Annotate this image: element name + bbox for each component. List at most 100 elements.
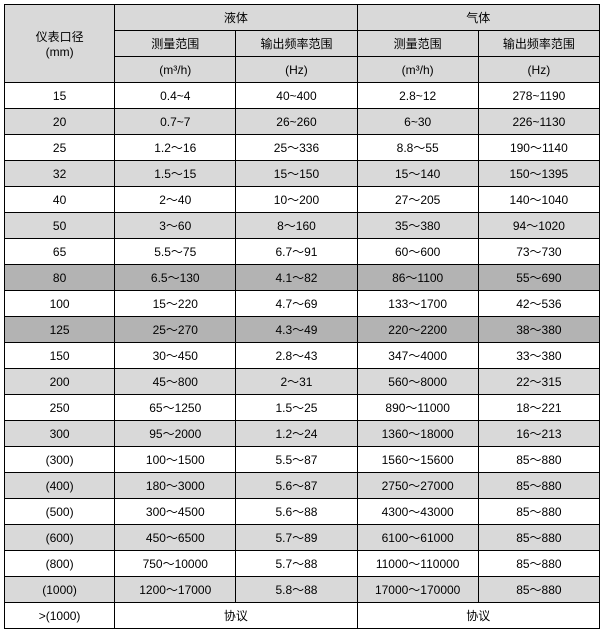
cell-liquid-freq: 4.7～69: [236, 291, 357, 317]
cell-liquid-meas: 1.5～15: [115, 161, 236, 187]
table-row: 20045～8002～31560～800022～315: [5, 369, 600, 395]
cell-dn: (600): [5, 525, 115, 551]
cell-gas-freq: 22～315: [478, 369, 599, 395]
table-row: 402～4010～20027～205140～1040: [5, 187, 600, 213]
header-gas-freq: 输出频率范围: [478, 31, 599, 57]
cell-dn: 65: [5, 239, 115, 265]
cell-liquid-freq: 26~260: [236, 109, 357, 135]
cell-gas-freq: 85～880: [478, 525, 599, 551]
cell-gas-meas: 15～140: [357, 161, 478, 187]
cell-liquid-meas: 100～1500: [115, 447, 236, 473]
cell-liquid-meas: 0.4~4: [115, 83, 236, 109]
cell-dn: 250: [5, 395, 115, 421]
cell-gas-freq: 85～880: [478, 499, 599, 525]
cell-liquid-meas: 5.5～75: [115, 239, 236, 265]
cell-gas-freq: 18～221: [478, 395, 599, 421]
table-row: 200.7~726~2606~30226~1130: [5, 109, 600, 135]
table-row: (500)300～45005.6～884300～4300085～880: [5, 499, 600, 525]
cell-liquid-freq: 5.8～88: [236, 577, 357, 603]
cell-liquid-freq: 1.2～24: [236, 421, 357, 447]
cell-liquid-meas: 45～800: [115, 369, 236, 395]
table-row: 251.2～1625～3368.8～55190～1140: [5, 135, 600, 161]
cell-liquid-meas: 300～4500: [115, 499, 236, 525]
cell-gas-freq: 85～880: [478, 577, 599, 603]
cell-gas-freq: 278~1190: [478, 83, 599, 109]
header-gas-meas-unit: (m³/h): [357, 57, 478, 83]
cell-dn: >(1000): [5, 603, 115, 629]
table-row: 15030～4502.8～43347～400033～380: [5, 343, 600, 369]
cell-liquid-meas: 1200～17000: [115, 577, 236, 603]
cell-liquid-freq: 25～336: [236, 135, 357, 161]
table-row: 12525～2704.3～49220～220038～380: [5, 317, 600, 343]
cell-gas-meas: 1360～18000: [357, 421, 478, 447]
spec-table: 仪表口径 (mm) 液体 气体 测量范围 输出频率范围 测量范围 输出频率范围 …: [4, 4, 600, 629]
header-dn: 仪表口径 (mm): [5, 5, 115, 83]
table-row: 150.4~440~4002.8~12278~1190: [5, 83, 600, 109]
cell-liquid-meas: 25～270: [115, 317, 236, 343]
cell-gas-freq: 150～1395: [478, 161, 599, 187]
cell-liquid-meas: 30～450: [115, 343, 236, 369]
table-header: 仪表口径 (mm) 液体 气体 测量范围 输出频率范围 测量范围 输出频率范围 …: [5, 5, 600, 83]
cell-liquid-meas: 95～2000: [115, 421, 236, 447]
cell-liquid-freq: 5.7～88: [236, 551, 357, 577]
cell-gas-meas: 6~30: [357, 109, 478, 135]
cell-dn: 50: [5, 213, 115, 239]
table-row: (400)180～30005.6～872750～2700085～880: [5, 473, 600, 499]
cell-liquid-freq: 5.6～88: [236, 499, 357, 525]
cell-gas-meas: 133～1700: [357, 291, 478, 317]
cell-dn: (500): [5, 499, 115, 525]
cell-liquid-freq: 6.7～91: [236, 239, 357, 265]
table-row: (800)750～100005.7～8811000～11000085～880: [5, 551, 600, 577]
table-row: (600)450～65005.7～896100～6100085～880: [5, 525, 600, 551]
cell-dn: (800): [5, 551, 115, 577]
table-row: 25065～12501.5～25890～1100018～221: [5, 395, 600, 421]
cell-dn: 20: [5, 109, 115, 135]
cell-liquid-freq: 15～150: [236, 161, 357, 187]
cell-gas-freq: 42～536: [478, 291, 599, 317]
table-row: >(1000)协议协议: [5, 603, 600, 629]
header-liquid-freq: 输出频率范围: [236, 31, 357, 57]
cell-gas-meas: 8.8～55: [357, 135, 478, 161]
header-dn-line2: (mm): [5, 45, 114, 59]
cell-gas-meas: 220～2200: [357, 317, 478, 343]
cell-dn: 25: [5, 135, 115, 161]
cell-liquid-freq: 5.7～89: [236, 525, 357, 551]
table-row: 503～608～16035～38094～1020: [5, 213, 600, 239]
cell-gas-meas: 2750～27000: [357, 473, 478, 499]
cell-liquid-freq: 5.5～87: [236, 447, 357, 473]
cell-gas-meas: 60～600: [357, 239, 478, 265]
cell-gas-meas: 35～380: [357, 213, 478, 239]
cell-gas-freq: 85～880: [478, 447, 599, 473]
cell-dn: 300: [5, 421, 115, 447]
header-liquid-meas: 测量范围: [115, 31, 236, 57]
header-gas-freq-unit: (Hz): [478, 57, 599, 83]
cell-gas-freq: 33～380: [478, 343, 599, 369]
cell-gas-meas: 6100～61000: [357, 525, 478, 551]
cell-liquid-meas: 15～220: [115, 291, 236, 317]
cell-gas-freq: 140～1040: [478, 187, 599, 213]
cell-gas-meas: 560～8000: [357, 369, 478, 395]
cell-liquid-meas: 6.5～130: [115, 265, 236, 291]
cell-gas-freq: 16～213: [478, 421, 599, 447]
cell-gas-freq: 226~1130: [478, 109, 599, 135]
table-row: 321.5～1515～15015～140150～1395: [5, 161, 600, 187]
cell-gas-meas: 2.8~12: [357, 83, 478, 109]
table-row: (300)100～15005.5～871560～1560085～880: [5, 447, 600, 473]
cell-liquid-meas: 0.7~7: [115, 109, 236, 135]
cell-gas-meas: 1560～15600: [357, 447, 478, 473]
cell-dn: 15: [5, 83, 115, 109]
header-gas: 气体: [357, 5, 599, 31]
cell-gas-freq: 85～880: [478, 551, 599, 577]
cell-liquid-freq: 4.3～49: [236, 317, 357, 343]
cell-liquid-meas: 450～6500: [115, 525, 236, 551]
cell-gas-freq: 190～1140: [478, 135, 599, 161]
cell-gas-freq: 38～380: [478, 317, 599, 343]
cell-gas-freq: 94～1020: [478, 213, 599, 239]
cell-liquid-freq: 1.5～25: [236, 395, 357, 421]
table-body: 150.4~440~4002.8~12278~1190200.7~726~260…: [5, 83, 600, 629]
cell-dn: 40: [5, 187, 115, 213]
table-row: 10015～2204.7～69133～170042～536: [5, 291, 600, 317]
cell-gas-meas: 27～205: [357, 187, 478, 213]
cell-dn: (300): [5, 447, 115, 473]
cell-gas-meas: 17000～170000: [357, 577, 478, 603]
